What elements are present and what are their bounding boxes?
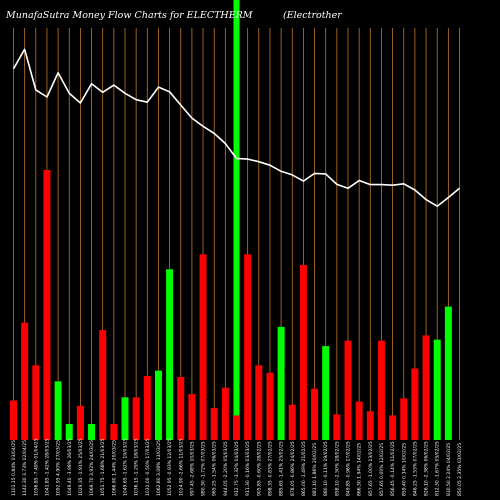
money-flow-bars — [10, 170, 452, 440]
money-flow-bar — [132, 397, 140, 440]
x-tick-label: 1036.15 -1.29% 18/03/25 — [134, 438, 140, 496]
money-flow-bar — [199, 254, 207, 440]
money-flow-bar — [299, 264, 307, 440]
x-tick-label: 1049.40 -3.98% 26/03/25 — [67, 438, 73, 496]
highlight-band — [233, 0, 240, 440]
x-tick-label: 1069.70 3.92% 24/03/25 — [89, 440, 95, 496]
x-tick-label: 965.25 -1.54% 06/03/25 — [212, 441, 218, 496]
money-flow-bar — [143, 375, 151, 440]
money-flow-bar — [411, 368, 419, 440]
money-flow-bar — [99, 330, 107, 440]
x-tick-label: 866.30 1.94% 14/02/25 — [357, 443, 363, 496]
x-tick-label: 997.45 -2.68% 10/03/25 — [189, 441, 195, 496]
x-tick-label: 850.05 2.35% 03/02/25 — [457, 443, 463, 496]
money-flow-bar — [233, 415, 240, 440]
money-flow-bar — [400, 398, 408, 440]
money-flow-bar — [344, 340, 352, 440]
x-tick-label: 1052.95 -0.93% 12/03/25 — [167, 438, 173, 496]
chart-subtitle: (Electrother — [283, 10, 343, 21]
x-tick-label: 881.10 1.86% 20/02/25 — [312, 443, 318, 496]
x-tick-label: 849.85 -0.96% 17/02/25 — [346, 441, 352, 496]
x-axis-labels: 1101.15 0.84% 03/04/25 1142.30 3.73% 02/0… — [11, 438, 463, 496]
x-tick-label: 1062.80 3.08% 13/03/25 — [156, 440, 162, 496]
x-tick-label: 846.25 -1.53% 07/02/25 — [412, 441, 418, 496]
money-flow-bar — [288, 404, 296, 440]
x-tick-label: 826.10 -2.38% 06/02/25 — [424, 441, 430, 496]
x-tick-label: 865.00 -1.49% 21/02/25 — [301, 441, 307, 496]
x-tick-label: 859.40 0.34% 10/02/25 — [401, 443, 407, 496]
money-flow-bar — [333, 414, 341, 440]
x-tick-label: 857.65 -1.00% 13/02/25 — [368, 441, 374, 496]
x-tick-label: 1031.00 -0.50% 17/03/25 — [145, 438, 151, 496]
money-flow-bar — [210, 407, 218, 440]
x-tick-label: 878.05 -0.86% 24/02/25 — [290, 441, 296, 496]
money-flow-bar — [110, 423, 118, 440]
money-flow-bar — [422, 335, 430, 440]
x-tick-label: 1041.85 -1.42% 28/03/25 — [44, 438, 50, 496]
x-tick-label: 880.10 -0.11% 19/02/25 — [323, 441, 329, 496]
money-flow-bar — [65, 423, 73, 440]
money-flow-bar — [32, 365, 40, 440]
x-tick-label: 1066.90 1.44% 20/03/25 — [111, 440, 117, 496]
money-flow-bar — [43, 170, 51, 440]
x-tick-label: 1142.30 3.73% 02/04/25 — [22, 440, 28, 496]
x-tick-label: 1049.65 -1.62% 19/03/25 — [123, 438, 129, 496]
x-tick-label: 858.10 -2.50% 18/02/25 — [334, 441, 340, 496]
money-flow-bar — [355, 401, 363, 440]
money-flow-bar — [311, 388, 319, 440]
money-flow-bar — [88, 423, 96, 440]
chart-title: MunafaSutra Money Flow Charts for ELECTH… — [5, 10, 253, 21]
money-flow-bar — [154, 370, 162, 440]
money-flow-bar — [244, 254, 252, 440]
money-flow-bar — [121, 397, 129, 440]
x-tick-label: 857.65 0.00% 12/02/25 — [379, 443, 385, 496]
x-tick-label: 1029.35 -1.91% 25/03/25 — [78, 438, 84, 496]
x-tick-label: 1024.90 -2.66% 11/03/25 — [178, 438, 184, 496]
x-tick-label: 944.05 -2.20% 05/03/25 — [223, 441, 229, 496]
money-flow-bar — [322, 346, 330, 440]
price-line — [12, 48, 461, 207]
x-tick-label: 1056.85 -7.49% 01/04/25 — [33, 438, 39, 496]
x-tick-label: 856.45 -0.14% 11/02/25 — [390, 441, 396, 496]
money-flow-bar — [21, 322, 29, 440]
x-tick-label: 1101.15 0.84% 03/04/25 — [11, 440, 17, 496]
highlight-band-layer — [233, 0, 240, 440]
money-flow-bar — [433, 339, 441, 440]
x-tick-label: 912.75 -3.32% 04/03/25 — [234, 441, 240, 496]
x-tick-label: 905.85 -0.60% 28/02/25 — [256, 441, 262, 496]
x-tick-label: 830.50 2.24% 04/02/25 — [446, 443, 452, 496]
money-flow-bar — [166, 269, 174, 440]
grid-lines — [13, 28, 460, 440]
money-flow-bar — [444, 306, 452, 440]
x-tick-label: 911.30 -0.16% 03/03/25 — [245, 441, 251, 496]
x-tick-label: 898.35 -0.83% 27/02/25 — [267, 441, 273, 496]
money-flow-bar — [255, 365, 263, 440]
money-flow-bar — [76, 405, 84, 440]
x-tick-label: 885.65 -1.41% 25/02/25 — [279, 441, 285, 496]
money-flow-bar — [277, 326, 285, 440]
money-flow-bar — [366, 411, 374, 440]
x-tick-label: 1092.95 4.90% 27/03/25 — [56, 440, 62, 496]
money-flow-bar — [221, 387, 229, 440]
money-flow-bar — [188, 394, 196, 440]
x-tick-label: 980.30 -1.72% 07/03/25 — [201, 441, 207, 496]
x-tick-label: 1051.75 -1.68% 21/03/25 — [100, 438, 106, 496]
money-flow-bar — [377, 340, 385, 440]
x-tick-label: 812.30 -1.67% 05/02/25 — [435, 441, 441, 496]
money-flow-bar — [54, 381, 62, 440]
money-flow-bar — [10, 400, 17, 440]
money-flow-bar — [266, 372, 274, 440]
money-flow-bar — [177, 377, 185, 440]
money-flow-bar — [389, 415, 397, 440]
price-line-layer — [12, 48, 461, 207]
